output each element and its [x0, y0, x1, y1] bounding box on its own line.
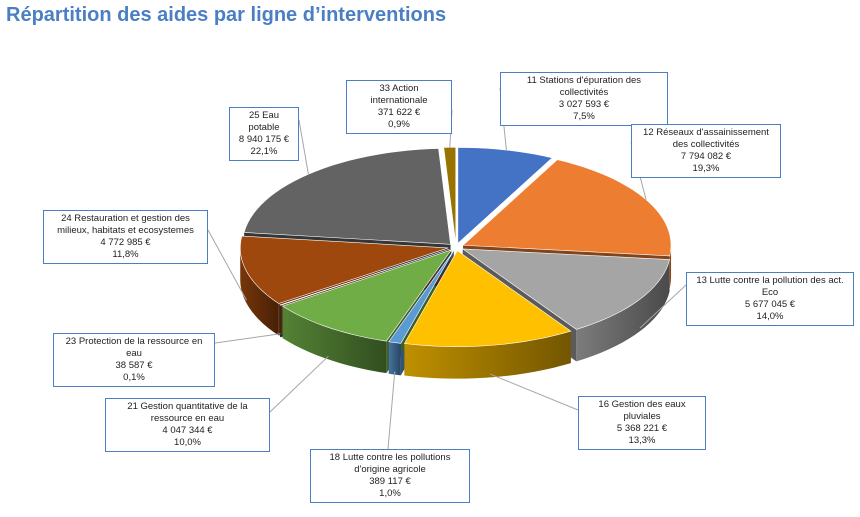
slice-label: 23 Protection de la ressource en eau 38 5…	[53, 333, 215, 387]
slice-label-value: 38 587 €	[115, 360, 153, 371]
slice-label-value: 5 677 045 €	[744, 299, 796, 310]
pie-slice	[281, 249, 453, 342]
pie-slice-side	[282, 306, 387, 374]
slice-label-percent: 1,0%	[379, 488, 401, 499]
slice-label-name: 16 Gestion des eaux pluviales	[598, 399, 686, 422]
slice-label-percent: 10,0%	[174, 437, 201, 448]
slice-label-name: 23 Protection de la ressource en eau	[65, 336, 203, 359]
slice-label-percent: 19,3%	[692, 163, 720, 174]
slice-label: 12 Réseaux d'assainissement des collecti…	[631, 124, 781, 178]
slice-label: 21 Gestion quantitative de la ressource …	[105, 398, 270, 452]
leader-line	[269, 355, 329, 413]
slice-label: 24 Restauration et gestion des milieux, …	[43, 210, 208, 264]
slice-label-percent: 7,5%	[573, 111, 595, 122]
pie-slice-side	[669, 245, 672, 288]
page-title: Répartition des aides par ligne d’interv…	[6, 4, 447, 26]
pie-slice	[243, 148, 451, 245]
pie-slice-side	[404, 331, 571, 379]
slice-label-percent: 11,8%	[112, 249, 139, 260]
slice-label-value: 7 794 082 €	[680, 151, 732, 162]
slice-label: 11 Stations d'épuration des collectivité…	[500, 72, 668, 126]
leader-line	[639, 284, 687, 329]
pie-slice	[443, 147, 457, 244]
slice-label: 13 Lutte contre la pollution des act. Ec…	[686, 272, 854, 326]
slice-label-value: 4 047 344 €	[162, 425, 213, 436]
pie-slice-side	[280, 304, 281, 338]
slice-label-value: 4 772 985 €	[100, 237, 151, 248]
slice-label: 18 Lutte contre les pollutions d'origine…	[310, 449, 470, 503]
slice-label-name: 11 Stations d'épuration des collectivité…	[526, 75, 642, 98]
pie-slice	[279, 248, 450, 306]
pie-slice-side	[240, 247, 279, 336]
slice-label-percent: 22,1%	[250, 146, 278, 157]
slice-label-name: 18 Lutte contre les pollutions d'origine…	[329, 452, 451, 475]
pie-slice	[403, 250, 572, 347]
slice-label: 33 Action internationale 371 622 €0,9%	[346, 80, 452, 134]
slice-label-value: 371 622 €	[377, 107, 421, 118]
pie-slice-side	[388, 341, 401, 376]
slice-label-percent: 14,0%	[756, 311, 784, 322]
slice-label: 25 Eau potable 8 940 175 €22,1%	[229, 107, 299, 161]
slice-label: 16 Gestion des eaux pluviales 5 368 221 €…	[578, 396, 706, 450]
leader-line	[214, 333, 281, 344]
leader-line	[298, 119, 309, 175]
leader-line	[490, 373, 579, 411]
pie-slice	[461, 248, 670, 330]
slice-label-percent: 0,1%	[123, 372, 145, 383]
slice-label-name: 13 Lutte contre la pollution des act. Ec…	[696, 275, 844, 298]
slice-label-value: 389 117 €	[369, 476, 411, 487]
slice-label-name: 25 Eau potable	[248, 110, 280, 133]
leader-line	[387, 371, 396, 450]
slice-label-percent: 0,9%	[388, 119, 410, 130]
pie-slice	[388, 250, 454, 344]
slice-label-name: 21 Gestion quantitative de la ressource …	[127, 401, 248, 424]
slice-label-name: 33 Action internationale	[370, 83, 428, 106]
slice-label-value: 5 368 221 €	[616, 423, 668, 434]
slice-label-value: 3 027 593 €	[558, 99, 610, 110]
pie-slice	[240, 235, 449, 304]
slice-label-name: 12 Réseaux d'assainissement des collecti…	[643, 127, 769, 150]
leader-line	[207, 229, 248, 301]
slice-label-percent: 13,3%	[628, 435, 656, 446]
slice-label-name: 24 Restauration et gestion des milieux, …	[57, 213, 194, 236]
slice-label-value: 8 940 175 €	[238, 134, 290, 145]
